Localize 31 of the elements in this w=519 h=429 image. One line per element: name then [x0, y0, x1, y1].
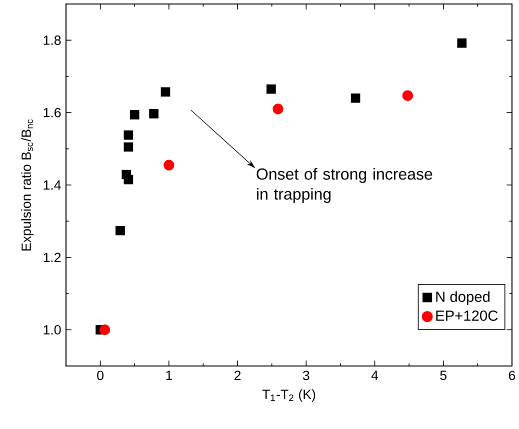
point [149, 109, 158, 118]
y-tick-label: 1.0 [44, 325, 61, 335]
point [116, 226, 125, 236]
point [402, 90, 414, 101]
x-tick-label: 6 [508, 370, 516, 380]
y-tick-label: 1.6 [44, 108, 61, 118]
point [350, 93, 360, 103]
annotation: Onset of strong increase in trapping [256, 168, 432, 203]
point [124, 142, 134, 152]
x-axis-title: T$_{1}$-T$_{2}$ (K) [262, 389, 316, 402]
legend-label: EP+120C [436, 310, 498, 321]
y-axis-title: Expulsion ratio B$_{sc}$/B$_{nc}$ [21, 119, 34, 250]
legend-label: N doped [436, 291, 490, 305]
x-tick-label: 2 [234, 370, 241, 380]
x-tick-label: 1 [166, 370, 172, 380]
point [272, 104, 284, 114]
point [457, 38, 467, 48]
y-tick-label: 1.2 [44, 252, 61, 262]
point [160, 87, 170, 97]
point [164, 160, 174, 170]
y-tick-label: 1.8 [44, 35, 61, 45]
point [124, 174, 134, 184]
point [124, 130, 134, 140]
x-tick-label: 3 [302, 370, 310, 380]
x-tick-label: 0 [97, 370, 104, 380]
y-tick-label: 1.4 [44, 180, 61, 190]
point [99, 324, 110, 336]
x-tick-label: 4 [371, 370, 378, 380]
point [266, 84, 276, 94]
point [130, 110, 140, 120]
x-tick-label: 5 [440, 370, 447, 380]
